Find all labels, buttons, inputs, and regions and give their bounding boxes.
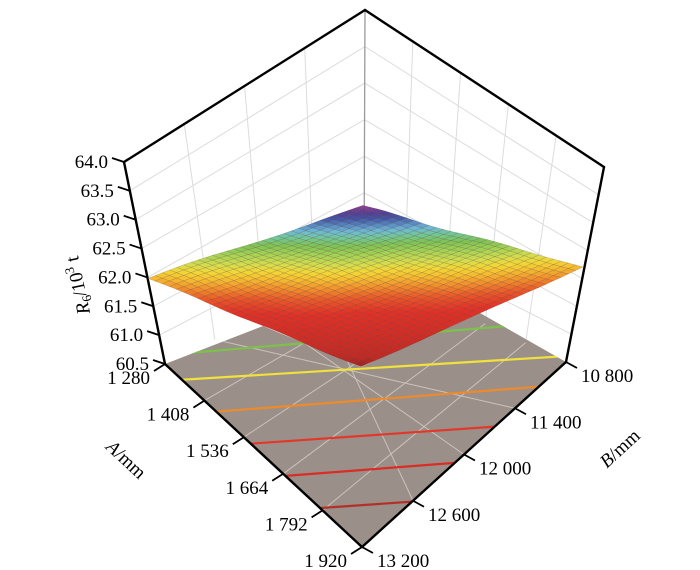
contour-line — [244, 424, 506, 446]
z-tick-mark — [123, 214, 136, 221]
b-axis-title: B/mm — [596, 425, 645, 472]
z-tick-mark — [111, 157, 125, 163]
a-tick-label: 1 920 — [304, 551, 347, 570]
a-tick-label: 1 408 — [147, 405, 190, 426]
z-tick-mark — [117, 186, 131, 192]
b-axis: 10 800 11 400 12 000 12 600 13 200 — [361, 361, 633, 570]
a-axis: 1 280 1 408 1 536 1 664 1 792 1 920 — [107, 363, 363, 570]
b-tick-mark — [514, 407, 527, 416]
b-tick-label: 12 000 — [479, 459, 531, 480]
a-tick-mark — [350, 546, 363, 555]
z-tick-label: 61.5 — [104, 296, 137, 317]
z-tick-label: 63.0 — [86, 210, 119, 231]
a-tick-label: 1 664 — [225, 478, 268, 499]
a-tick-label: 1 536 — [186, 441, 229, 462]
b-tick-mark — [565, 361, 578, 369]
z-tick-label: 60.5 — [116, 354, 149, 375]
floor-b-gridline — [214, 339, 516, 409]
z-axis: 60.5 61.0 61.5 62.0 62.5 63.0 63.5 64.0 — [75, 152, 166, 375]
a-tick-mark — [232, 436, 245, 445]
b-tick-mark — [412, 499, 425, 508]
surface-mesh — [147, 205, 584, 367]
z-tick-mark — [141, 301, 154, 308]
z-tick-mark — [152, 359, 166, 365]
b-tick-label: 11 400 — [530, 412, 582, 433]
top-left-edge — [122, 8, 367, 164]
a-axis-title: A/mm — [100, 435, 150, 484]
a-tick-mark — [271, 473, 284, 482]
a-tick-label: 1 792 — [265, 514, 308, 535]
z-tick-label: 62.0 — [98, 267, 131, 288]
z-tick-label: 63.5 — [81, 181, 114, 202]
b-tick-mark — [361, 546, 374, 554]
z-tick-mark — [146, 330, 160, 336]
z-axis-title: R6/103 t — [59, 253, 97, 318]
z-axis-line — [122, 160, 167, 366]
z-tick-mark — [135, 272, 148, 279]
z-tick-label: 61.0 — [110, 325, 143, 346]
floor-fill — [165, 313, 566, 547]
z-tick-mark — [129, 243, 142, 250]
top-right-edge — [363, 8, 606, 169]
a-tick-mark — [153, 363, 166, 372]
b-tick-label: 10 800 — [581, 366, 633, 387]
b-tick-label: 12 600 — [428, 505, 480, 526]
a-tick-label: 1 280 — [107, 368, 150, 389]
right-edge — [564, 165, 606, 364]
contour-line — [282, 460, 468, 478]
a-axis-line — [163, 362, 364, 549]
a-tick-mark — [311, 509, 324, 519]
wall-a-gridline — [525, 135, 557, 343]
z-tick-label: 64.0 — [75, 152, 108, 173]
contour-line — [210, 384, 550, 414]
b-tick-label: 13 200 — [377, 551, 429, 570]
surface-cell — [353, 360, 370, 367]
a-tick-mark — [192, 399, 205, 409]
b-tick-mark — [463, 453, 476, 462]
z-tick-label: 62.5 — [92, 239, 125, 260]
contour-line — [176, 354, 566, 382]
